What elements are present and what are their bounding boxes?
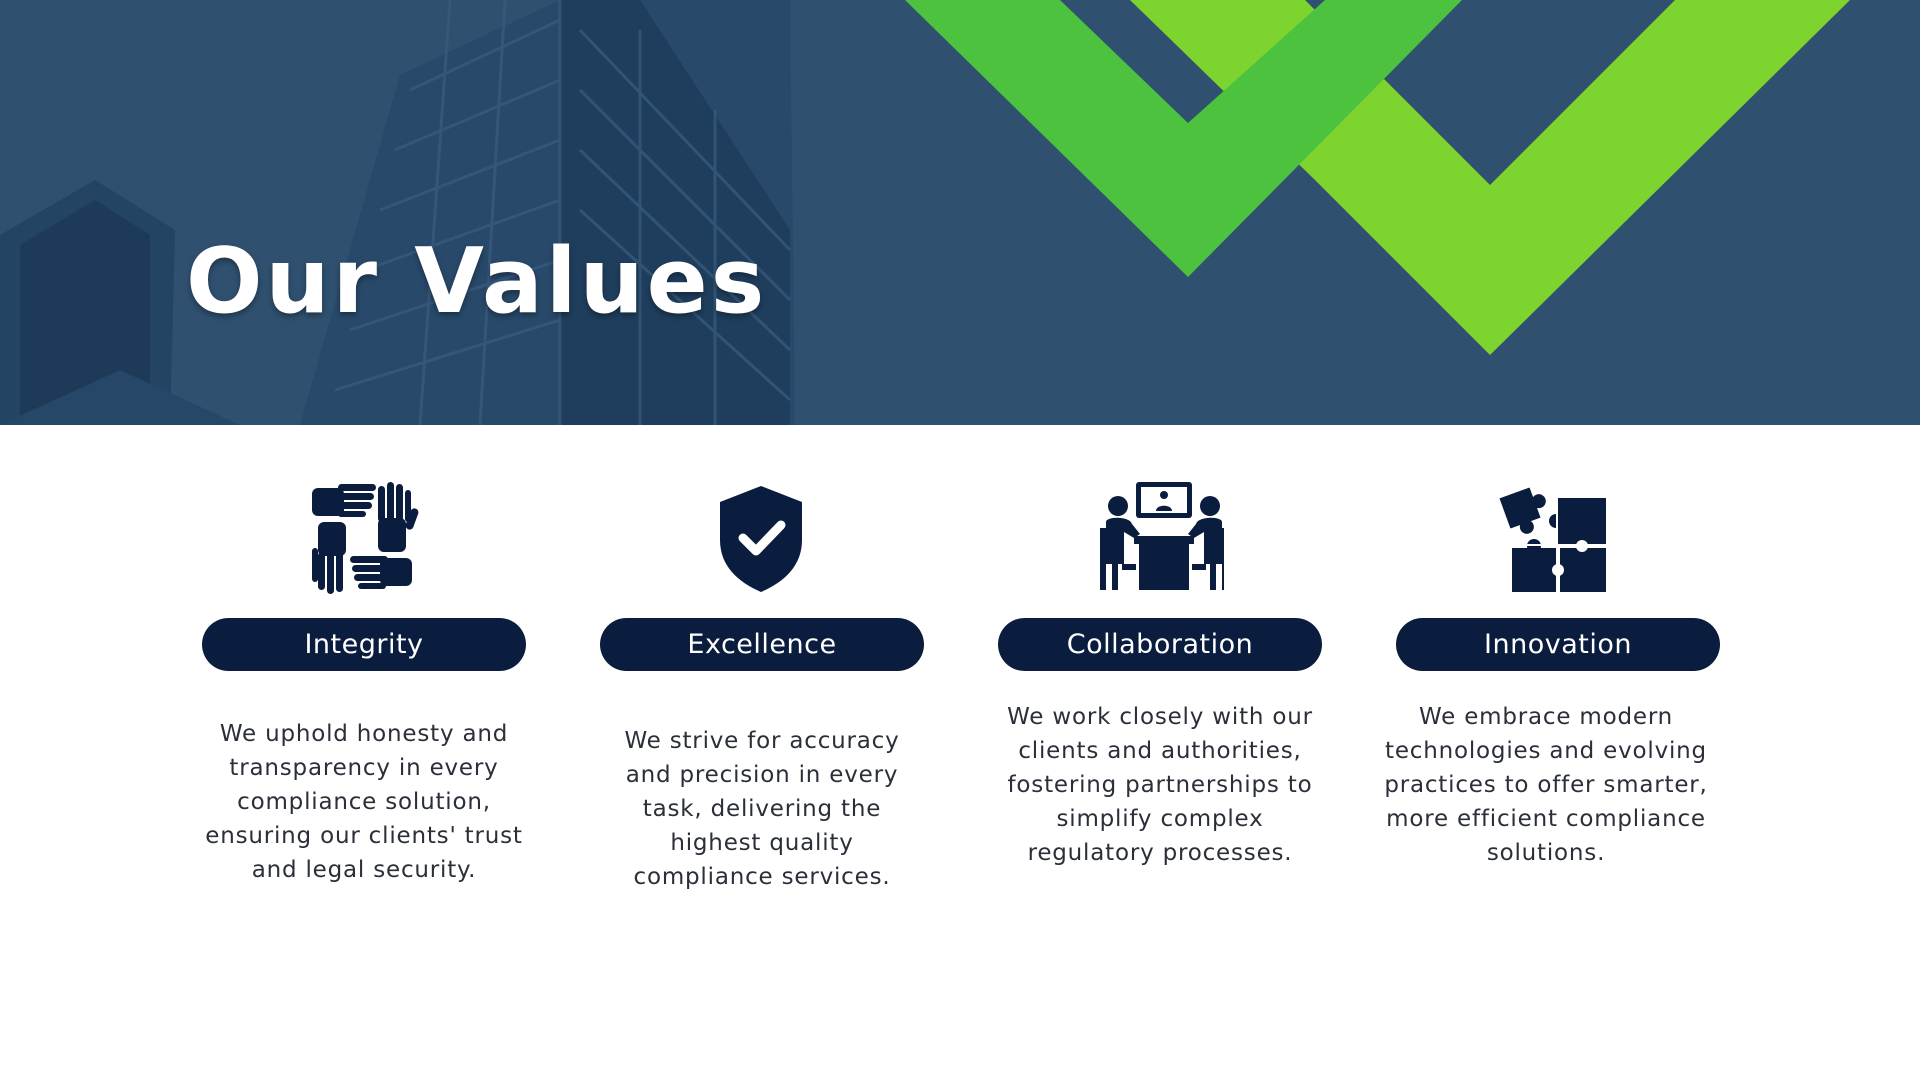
four-hands-icon (312, 482, 419, 594)
meeting-table-icon (1100, 482, 1224, 590)
page-title: Our Values (186, 229, 768, 334)
hero-background-graphic (0, 0, 1850, 425)
value-description-integrity: We uphold honesty and transparency in ev… (205, 721, 523, 883)
value-title-excellence: Excellence (600, 618, 924, 671)
building-image (0, 0, 795, 425)
value-description-excellence: We strive for accuracy and precision in … (624, 728, 900, 890)
shield-check-icon (720, 486, 802, 592)
value-title-innovation: Innovation (1396, 618, 1720, 671)
value-description-innovation: We embrace modern technologies and evolv… (1384, 704, 1708, 866)
hero-banner: Our Values (0, 0, 1920, 425)
puzzle-pieces-icon (1499, 487, 1606, 592)
value-description-collaboration: We work closely with our clients and aut… (1007, 704, 1313, 866)
value-title-integrity: Integrity (202, 618, 526, 671)
green-chevron-graphic (905, 0, 1850, 355)
value-title-collaboration: Collaboration (998, 618, 1322, 671)
